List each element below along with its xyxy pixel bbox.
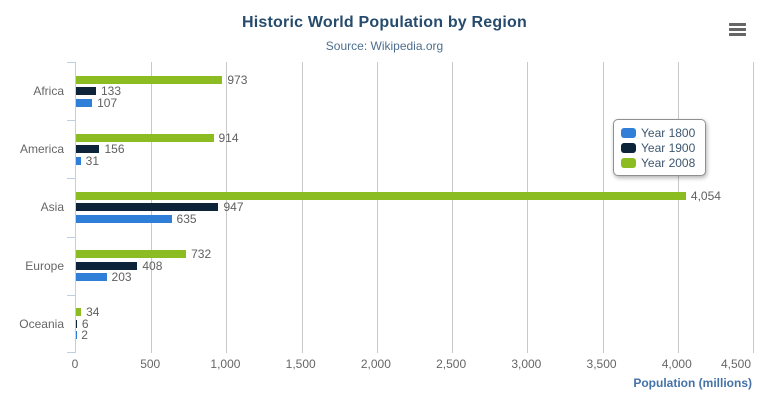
category-group-america: 914 156 31 (76, 120, 753, 178)
data-label: 947 (223, 200, 244, 215)
bar-line: 4,054 (76, 188, 753, 203)
gridline (452, 62, 454, 353)
legend: Year 1800 Year 1900 Year 2008 (613, 119, 707, 176)
bar-europe-year-1800[interactable] (76, 273, 107, 282)
category-axis-tick (67, 236, 75, 238)
bar-line: 2 (76, 328, 753, 343)
category-label-europe: Europe (25, 258, 64, 273)
bar-asia-year-1900[interactable] (76, 203, 219, 212)
bar-america-year-1800[interactable] (76, 156, 81, 165)
data-label: 4,054 (690, 188, 721, 203)
bar-line: 34 (76, 305, 753, 320)
bar-line: 408 (76, 258, 753, 273)
bar-oceania-year-1900[interactable] (76, 319, 77, 328)
category-group-europe: 732 408 203 (76, 237, 753, 295)
x-tick-label: 0 (71, 357, 79, 371)
data-label: 973 (227, 72, 248, 87)
value-axis-labels: 0 500 1,000 1,500 2,000 2,500 3,000 3,500 4,000 4… (71, 357, 752, 373)
category-axis-tick (67, 120, 75, 122)
bar-line: 973 (76, 72, 753, 87)
x-tick-label: 4,000 (661, 357, 692, 371)
bar-line: 31 (76, 153, 753, 168)
bar-europe-year-1900[interactable] (76, 261, 138, 270)
bar-line: 914 (76, 130, 753, 145)
category-group-africa: 973 133 107 (76, 62, 753, 120)
chart-title: Historic World Population by Region (242, 14, 527, 31)
gridline (753, 62, 754, 353)
category-label-america: America (19, 142, 64, 157)
category-group-oceania: 34 6 2 (76, 295, 753, 353)
data-label: 914 (218, 130, 239, 145)
bar-asia-year-2008[interactable] (76, 191, 686, 200)
data-label: 408 (142, 258, 163, 273)
export-menu-button[interactable] (725, 18, 750, 40)
bar-line: 203 (76, 270, 753, 285)
x-tick-label: 3,500 (586, 357, 617, 371)
legend-item-year-1800[interactable]: Year 1800 (621, 125, 695, 140)
legend-label: Year 1800 (641, 125, 696, 140)
bar-europe-year-2008[interactable] (76, 250, 187, 259)
category-label-oceania: Oceania (19, 316, 64, 331)
bar-africa-year-1800[interactable] (76, 98, 93, 107)
hamburger-icon (729, 22, 746, 36)
plot-area: 973 133 107 914 156 31 4,054 947 635 732 408 203 34 6… (67, 62, 754, 353)
x-axis-title: Population (millions) (633, 376, 752, 390)
bar-line: 156 (76, 142, 753, 157)
category-axis-tick (67, 352, 75, 353)
category-axis-tick (67, 294, 75, 296)
bar-oceania-year-2008[interactable] (76, 308, 82, 317)
bar-line: 732 (76, 247, 753, 262)
x-tick-label: 1,000 (210, 357, 241, 371)
gridline (527, 62, 529, 353)
legend-swatch-year-1800 (621, 127, 636, 138)
category-axis-labels: Africa America Asia Europe Oceania (0, 62, 66, 353)
data-label: 203 (111, 270, 132, 285)
gridline (226, 62, 228, 353)
data-label: 2 (81, 328, 88, 343)
gridline (376, 62, 378, 353)
legend-swatch-year-1900 (621, 142, 636, 153)
bar-america-year-2008[interactable] (76, 133, 214, 142)
x-tick-label: 3,000 (511, 357, 542, 371)
bar-africa-year-1900[interactable] (76, 87, 96, 96)
x-tick-label: 1,500 (285, 357, 316, 371)
x-tick-label: 2,000 (360, 357, 391, 371)
legend-swatch-year-2008 (621, 157, 636, 168)
category-group-asia: 4,054 947 635 (76, 178, 753, 236)
bar-america-year-1900[interactable] (76, 145, 100, 154)
data-label: 31 (85, 153, 100, 168)
bar-line: 635 (76, 211, 753, 226)
gridline (301, 62, 303, 353)
category-label-asia: Asia (40, 200, 64, 215)
category-axis-tick (67, 178, 75, 180)
legend-item-year-2008[interactable]: Year 2008 (621, 155, 695, 170)
data-label: 635 (176, 211, 197, 226)
bar-asia-year-1800[interactable] (76, 214, 172, 223)
bar-line: 947 (76, 200, 753, 215)
legend-label: Year 1900 (641, 140, 696, 155)
x-tick-label: 4,500 (720, 357, 752, 371)
data-label: 133 (101, 84, 122, 99)
bar-line: 107 (76, 95, 753, 110)
data-label: 156 (104, 142, 125, 157)
legend-label: Year 2008 (641, 155, 696, 170)
data-label: 34 (86, 305, 100, 320)
bar-africa-year-2008[interactable] (76, 75, 223, 84)
bar-line: 133 (76, 84, 753, 99)
category-axis-tick (67, 62, 75, 63)
data-label: 6 (81, 316, 89, 331)
x-tick-label: 2,500 (436, 357, 467, 371)
category-label-africa: Africa (33, 84, 64, 99)
gridline (677, 62, 679, 353)
x-tick-label: 500 (140, 357, 161, 371)
gridline (602, 62, 604, 353)
bar-line: 6 (76, 316, 753, 331)
legend-item-year-1900[interactable]: Year 1900 (621, 140, 695, 155)
data-label: 732 (191, 247, 212, 262)
data-label: 107 (97, 95, 118, 110)
chart-subtitle: Source: Wikipedia.org (325, 39, 444, 53)
